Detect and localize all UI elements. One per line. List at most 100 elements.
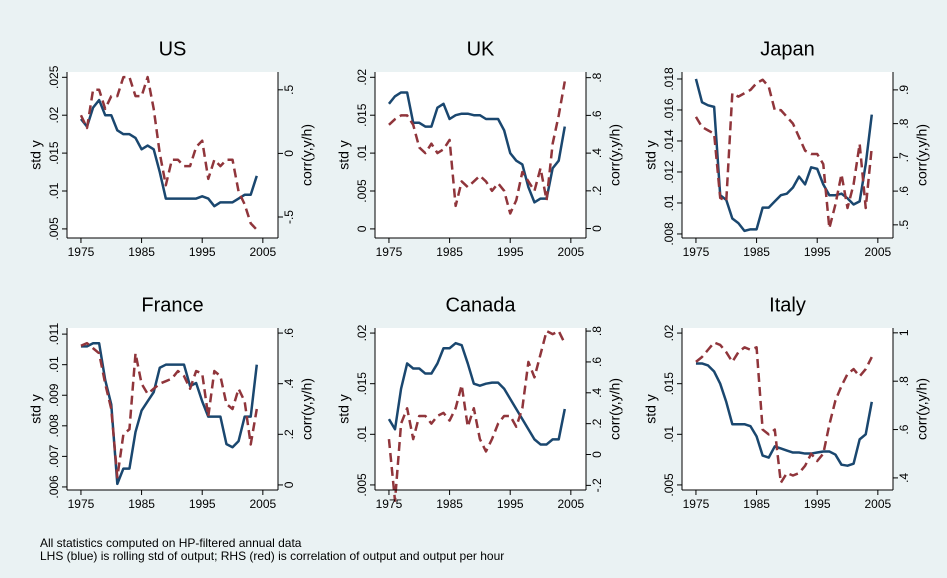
y2-tick-label: .5 [897, 220, 911, 230]
y2-axis-title: corr(y,y/h) [299, 378, 315, 440]
x-tick-label: 1995 [189, 245, 216, 259]
y-tick-label: .008 [662, 222, 676, 246]
x-tick-label: 1975 [376, 245, 403, 259]
y-tick-label: .005 [47, 217, 61, 241]
y-tick-label: .01 [355, 426, 369, 443]
plot-area [682, 72, 893, 238]
series-line [80, 341, 259, 479]
y-tick-label: .018 [662, 67, 676, 91]
series-line [388, 81, 567, 215]
plot-area [375, 72, 586, 238]
y2-tick-label: .8 [897, 376, 911, 386]
y-tick-label: .02 [662, 324, 676, 341]
y2-tick-label: .6 [590, 110, 604, 120]
y-tick-label: 0 [355, 225, 369, 232]
y-tick-label: .02 [355, 324, 369, 341]
chart-title: US [159, 38, 187, 60]
y2-tick-label: .6 [897, 186, 911, 196]
x-tick-label: 1985 [128, 245, 155, 259]
x-tick-label: 1985 [436, 497, 463, 511]
series-line [387, 341, 567, 446]
plot-area [375, 328, 586, 490]
chart-title: France [141, 294, 203, 316]
y2-tick-label: .9 [897, 85, 911, 95]
y2-tick-label: .7 [897, 152, 911, 162]
x-tick-label: 2005 [557, 245, 584, 259]
x-tick-label: 1975 [376, 497, 403, 511]
y-axis-title: std y [28, 140, 44, 170]
y2-axis-title: corr(y,y/h) [914, 378, 930, 440]
y2-axis-title: corr(y,y/h) [607, 124, 623, 186]
y2-tick-label: .8 [590, 72, 604, 82]
y2-tick-label: .6 [590, 357, 604, 367]
y-axis-title: std y [336, 140, 352, 170]
y2-tick-label: .8 [590, 326, 604, 336]
y2-tick-label: .4 [897, 473, 911, 483]
y-axis-title: std y [28, 394, 44, 424]
chart-title: Japan [760, 38, 815, 60]
x-tick-label: 1975 [683, 245, 710, 259]
y2-tick-label: .8 [897, 118, 911, 128]
y-tick-label: .015 [662, 372, 676, 396]
y2-axis-title: corr(y,y/h) [607, 378, 623, 440]
y2-tick-label: 0 [590, 451, 604, 458]
x-tick-label: 2005 [864, 497, 891, 511]
y-tick-label: .01 [355, 144, 369, 161]
y-tick-label: .01 [662, 426, 676, 443]
y-tick-label: .02 [355, 69, 369, 86]
y2-tick-label: 0 [590, 225, 604, 232]
y-tick-label: .01 [47, 182, 61, 199]
y-tick-label: .01 [47, 356, 61, 373]
x-tick-label: 2005 [864, 245, 891, 259]
y-tick-label: .015 [355, 103, 369, 127]
chart-title: UK [467, 38, 495, 60]
chart-title: Italy [769, 294, 806, 316]
x-tick-label: 1995 [804, 497, 831, 511]
y-tick-label: .015 [47, 141, 61, 165]
series-line [79, 75, 258, 231]
y-tick-label: .005 [355, 473, 369, 497]
plot-area [67, 72, 278, 238]
y2-tick-label: 1 [897, 329, 911, 336]
y-axis-title: std y [336, 394, 352, 424]
x-tick-label: 2005 [249, 497, 276, 511]
x-tick-label: 1975 [68, 245, 95, 259]
y2-tick-label: .4 [590, 148, 604, 158]
chart-title: Canada [445, 294, 516, 316]
y2-tick-label: .4 [590, 387, 604, 397]
x-tick-label: 1985 [436, 245, 463, 259]
x-tick-label: 1985 [743, 245, 770, 259]
x-tick-label: 1985 [743, 497, 770, 511]
y-tick-label: .01 [662, 194, 676, 211]
series-line [695, 341, 873, 484]
x-tick-label: 1985 [128, 497, 155, 511]
x-tick-label: 1975 [683, 497, 710, 511]
y-tick-label: .014 [662, 129, 676, 153]
x-tick-label: 2005 [249, 245, 276, 259]
y2-tick-label: .6 [282, 328, 296, 338]
y-tick-label: .005 [355, 179, 369, 203]
y-tick-label: .007 [47, 444, 61, 468]
y-tick-label: .02 [47, 107, 61, 124]
y2-axis-title: corr(y,y/h) [914, 124, 930, 186]
y2-tick-label: .6 [897, 424, 911, 434]
y2-tick-label: 0 [282, 481, 296, 488]
y-tick-label: .016 [662, 98, 676, 122]
x-tick-label: 1975 [68, 497, 95, 511]
y2-axis-title: corr(y,y/h) [299, 124, 315, 186]
y-tick-label: .015 [355, 372, 369, 396]
x-tick-label: 1995 [497, 245, 524, 259]
y2-tick-label: .2 [590, 186, 604, 196]
x-tick-label: 2005 [557, 497, 584, 511]
note: All statistics computed on HP-filtered a… [40, 536, 302, 550]
series-line [387, 329, 566, 503]
series-line [695, 362, 874, 467]
plot-area [682, 328, 893, 490]
y-axis-title: std y [643, 394, 659, 424]
y-tick-label: .006 [47, 475, 61, 499]
x-tick-label: 1995 [189, 497, 216, 511]
y-tick-label: .012 [662, 160, 676, 184]
y-tick-label: .011 [47, 323, 61, 346]
y2-tick-label: -.5 [282, 210, 296, 224]
